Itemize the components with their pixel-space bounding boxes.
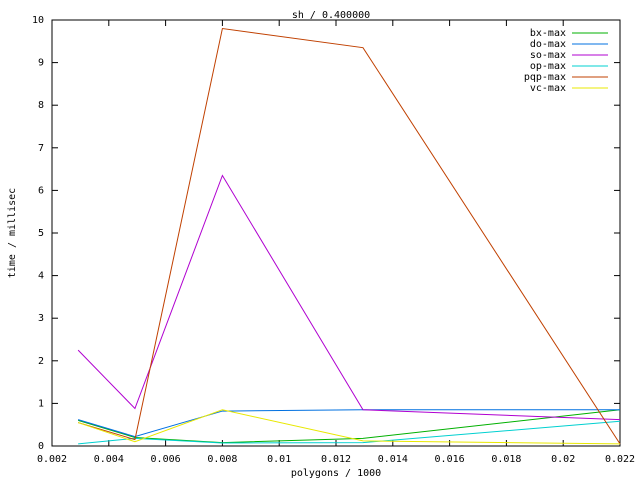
legend-label: pqp-max xyxy=(524,72,566,83)
y-tick-label: 2 xyxy=(38,356,44,367)
y-tick-label: 9 xyxy=(38,58,44,69)
x-tick-label: 0.018 xyxy=(491,454,521,465)
y-tick-label: 8 xyxy=(38,100,44,111)
series-line xyxy=(77,174,621,421)
series-line xyxy=(78,420,621,445)
x-tick-label: 0.012 xyxy=(321,454,351,465)
y-tick-label: 10 xyxy=(32,15,44,26)
y-tick-label: 3 xyxy=(38,313,44,324)
x-tick-label: 0.022 xyxy=(605,454,635,465)
x-tick-label: 0.002 xyxy=(37,454,67,465)
chart-title: sh / 0.400000 xyxy=(292,10,370,21)
y-tick-label: 4 xyxy=(38,271,44,282)
series-line xyxy=(77,409,620,438)
series-line xyxy=(77,27,621,445)
x-tick-label: 0.008 xyxy=(207,454,237,465)
y-tick-label: 5 xyxy=(38,228,44,239)
y-tick-label: 6 xyxy=(38,185,44,196)
y-tick-label: 0 xyxy=(38,441,44,452)
x-tick-label: 0.004 xyxy=(94,454,124,465)
legend-label: op-max xyxy=(530,61,566,72)
y-tick-label: 7 xyxy=(38,143,44,154)
x-tick-label: 0.016 xyxy=(435,454,465,465)
legend-label: do-max xyxy=(530,39,566,50)
legend-label: bx-max xyxy=(530,28,566,39)
y-axis-label: time / millisec xyxy=(7,188,18,278)
x-tick-label: 0.01 xyxy=(267,454,291,465)
y-tick-label: 1 xyxy=(38,398,44,409)
legend-label: vc-max xyxy=(530,83,566,94)
x-tick-label: 0.006 xyxy=(151,454,181,465)
x-axis-label: polygons / 1000 xyxy=(291,468,381,479)
series-line xyxy=(77,409,621,445)
x-tick-label: 0.02 xyxy=(551,454,575,465)
legend-label: so-max xyxy=(530,50,566,61)
x-tick-label: 0.014 xyxy=(378,454,408,465)
